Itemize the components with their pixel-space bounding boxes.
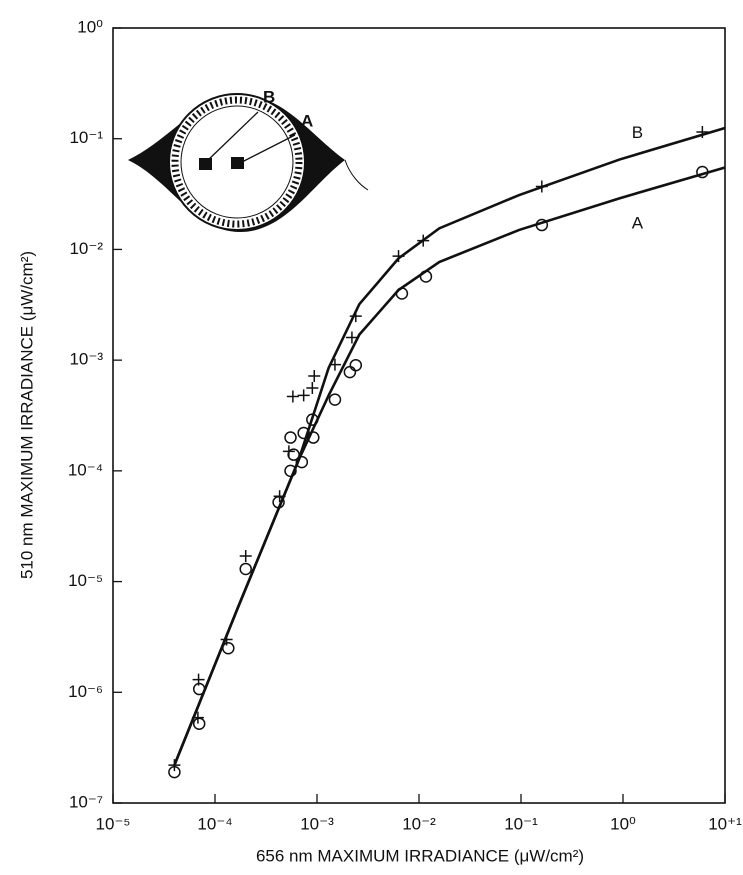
- data-point: [239, 550, 252, 563]
- inset-label: A: [301, 111, 313, 130]
- data-point: [328, 393, 342, 406]
- data-point: [191, 711, 204, 724]
- data-point: [696, 125, 709, 138]
- data-point: [282, 445, 295, 458]
- data-point: [308, 369, 321, 382]
- x-tick-label: 10⁺¹: [708, 814, 742, 833]
- data-point: [168, 759, 181, 772]
- data-point: [306, 382, 319, 395]
- data-point: [192, 673, 205, 686]
- data-point: [392, 250, 405, 263]
- data-point: [349, 310, 362, 323]
- data-point: [349, 358, 363, 372]
- data-point: [417, 234, 430, 247]
- x-axis-label: 656 nm MAXIMUM IRRADIANCE (μW/cm²): [256, 846, 584, 865]
- data-point: [286, 390, 299, 403]
- data-point: [284, 431, 297, 444]
- y-tick-label: 10⁻⁴: [68, 460, 103, 479]
- curve-label: B: [632, 123, 643, 142]
- data-point: [535, 218, 549, 232]
- y-tick-label: 10⁻³: [69, 350, 103, 369]
- inset-label: B: [263, 87, 275, 106]
- x-tick-label: 10⁰: [610, 814, 636, 833]
- data-point: [307, 431, 320, 444]
- data-point: [239, 562, 252, 576]
- data-point: [192, 717, 206, 730]
- data-point: [419, 270, 433, 283]
- data-point: [395, 287, 409, 300]
- y-tick-label: 10⁻²: [69, 239, 103, 258]
- x-tick-label: 10⁻³: [300, 814, 334, 833]
- data-point: [297, 389, 310, 402]
- x-tick-label: 10⁻⁴: [197, 814, 232, 833]
- eye-inset: [128, 93, 369, 232]
- y-tick-label: 10⁻⁷: [69, 792, 103, 811]
- x-tick-label: 10⁻²: [402, 814, 436, 833]
- data-point: [696, 165, 709, 179]
- x-tick-label: 10⁻⁵: [96, 814, 131, 833]
- y-tick-label: 10⁻¹: [69, 128, 103, 147]
- data-point: [273, 490, 286, 503]
- curve-label: A: [632, 214, 644, 233]
- data-point: [343, 365, 357, 379]
- data-point: [345, 331, 358, 344]
- y-tick-label: 10⁻⁶: [68, 682, 103, 701]
- y-axis-label: 510 nm MAXIMUM IRRADIANCE (μW/cm²): [17, 251, 36, 579]
- data-point: [220, 633, 233, 646]
- data-point: [295, 455, 309, 469]
- y-tick-label: 10⁻⁵: [68, 571, 103, 590]
- data-point: [328, 358, 341, 371]
- fit-curve: [173, 166, 726, 766]
- y-tick-label: 10⁰: [77, 17, 103, 36]
- fit-curve: [173, 126, 726, 766]
- data-point: [535, 180, 548, 193]
- x-tick-label: 10⁻¹: [504, 814, 538, 833]
